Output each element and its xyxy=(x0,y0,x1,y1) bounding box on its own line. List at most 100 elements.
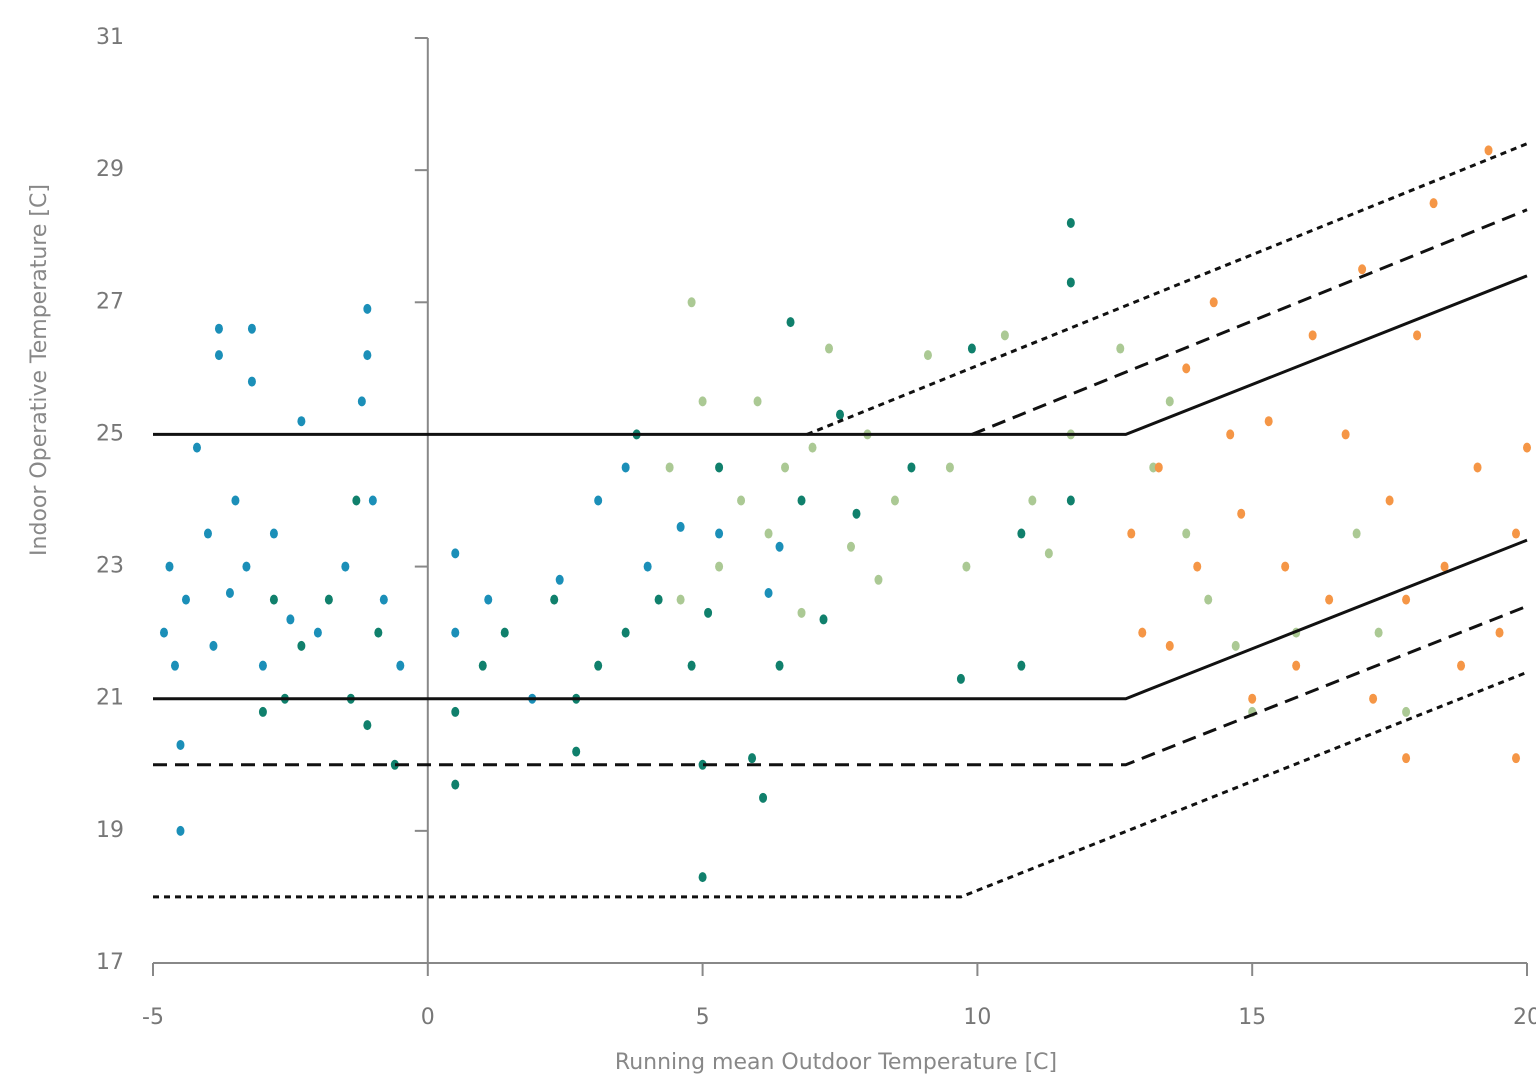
scatter-point xyxy=(390,759,399,770)
scatter-point xyxy=(451,779,460,790)
scatter-point xyxy=(572,746,581,757)
scatter-point xyxy=(555,574,564,585)
scatter-point xyxy=(451,548,460,559)
scatter-point xyxy=(1182,528,1191,539)
scatter-point xyxy=(956,673,965,684)
comfort-line xyxy=(153,538,1528,701)
comfort-line xyxy=(153,274,1528,436)
scatter-point xyxy=(1369,693,1378,704)
scatter-point xyxy=(1149,462,1158,473)
scatter-point xyxy=(1209,297,1218,308)
scatter-point xyxy=(665,462,674,473)
x-tick-label: 10 xyxy=(963,1005,991,1030)
scatter-point xyxy=(363,350,372,361)
scatter-point xyxy=(258,706,267,717)
scatter-point xyxy=(698,872,707,883)
scatter-point xyxy=(621,462,630,473)
y-tick-label: 25 xyxy=(96,421,124,446)
scatter-point xyxy=(341,561,350,572)
scatter-point xyxy=(247,323,256,334)
scatter-point xyxy=(1000,330,1009,341)
scatter-point xyxy=(478,660,487,671)
scatter-point xyxy=(781,462,790,473)
y-tick-label: 27 xyxy=(96,289,124,314)
scatter-point xyxy=(1028,495,1037,506)
scatter-point xyxy=(737,495,746,506)
scatter-point xyxy=(874,574,883,585)
scatter-point xyxy=(550,594,559,605)
y-tick-label: 29 xyxy=(96,157,124,182)
x-tick-label: -5 xyxy=(142,1005,164,1030)
scatter-point xyxy=(214,350,223,361)
scatter-point xyxy=(1127,528,1136,539)
scatter-point xyxy=(203,528,212,539)
scatter-point xyxy=(1352,528,1361,539)
scatter-point xyxy=(214,323,223,334)
scatter-point xyxy=(1341,429,1350,440)
scatter-point xyxy=(165,561,174,572)
scatter-point xyxy=(1017,528,1026,539)
x-tick-label: 15 xyxy=(1238,1005,1266,1030)
scatter-point xyxy=(209,640,218,651)
scatter-point xyxy=(687,297,696,308)
scatter-point xyxy=(704,607,713,618)
scatter-point xyxy=(1413,330,1422,341)
scatter-point xyxy=(1292,660,1301,671)
scatter-point xyxy=(396,660,405,671)
scatter-point xyxy=(1226,429,1235,440)
scatter-point xyxy=(1402,594,1411,605)
comfort-line xyxy=(971,208,1528,436)
y-axis-title: Indoor Operative Temperature [C] xyxy=(27,184,52,556)
scatter-point xyxy=(1237,508,1246,519)
scatter-point xyxy=(1402,753,1411,764)
scatter-point xyxy=(1473,462,1482,473)
scatter-point xyxy=(1066,218,1075,228)
scatter-point xyxy=(258,660,267,671)
scatter-point xyxy=(654,594,663,605)
scatter-point xyxy=(1402,706,1411,717)
scatter-point xyxy=(1495,627,1504,638)
scatter-point xyxy=(1281,561,1290,572)
scatter-point xyxy=(500,627,509,638)
scatter-point xyxy=(242,561,251,572)
y-tick-label: 23 xyxy=(96,554,124,579)
scatter-point xyxy=(192,442,201,453)
scatter-point xyxy=(170,660,179,671)
scatter-point xyxy=(621,627,630,638)
scatter-point xyxy=(379,594,388,605)
scatter-point xyxy=(846,541,855,552)
scatter-point xyxy=(297,640,306,651)
scatter-point xyxy=(313,627,322,638)
scatter-point xyxy=(269,528,278,539)
scatter-point xyxy=(1044,548,1053,559)
scatter-point xyxy=(484,594,493,605)
scatter-point xyxy=(363,303,372,314)
scatter-point xyxy=(945,462,954,473)
x-tick-label: 20 xyxy=(1513,1005,1536,1030)
scatter-point xyxy=(698,396,707,407)
scatter-point xyxy=(1264,416,1273,427)
scatter-point xyxy=(1385,495,1394,506)
scatter-point xyxy=(594,660,603,671)
scatter-point xyxy=(1325,594,1334,605)
scatter-point xyxy=(1308,330,1317,341)
scatter-point xyxy=(286,614,295,625)
x-tick-label: 0 xyxy=(421,1005,435,1030)
scatter-point xyxy=(753,396,762,407)
scatter-point xyxy=(1512,753,1521,764)
scatter-point xyxy=(748,753,757,764)
scatter-point xyxy=(1193,561,1202,572)
scatter-point xyxy=(1182,363,1191,374)
scatter-point xyxy=(247,376,256,387)
scatter-point xyxy=(357,396,366,407)
comfort-line xyxy=(153,670,1528,899)
scatter-point xyxy=(797,607,806,618)
scatter-point xyxy=(715,462,724,473)
scatter-point xyxy=(159,627,168,638)
scatter-point xyxy=(676,594,685,605)
scatter-point xyxy=(764,588,773,598)
scatter-point xyxy=(1204,594,1213,605)
scatter-point xyxy=(269,594,278,605)
scatter-point xyxy=(1066,495,1075,506)
